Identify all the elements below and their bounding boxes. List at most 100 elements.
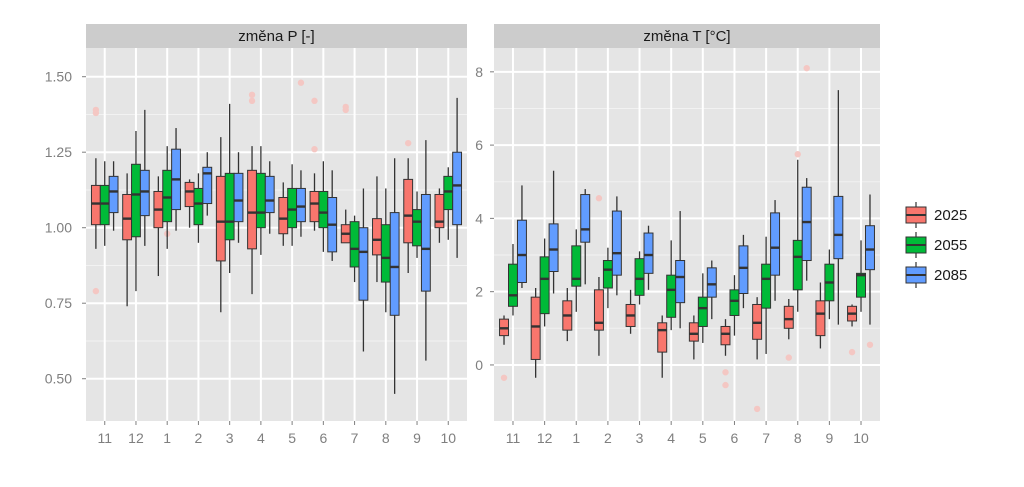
box-2085 xyxy=(389,212,400,316)
x-tick-label: 4 xyxy=(257,430,265,446)
box-2055 xyxy=(729,289,740,316)
box-2055 xyxy=(508,263,518,307)
box-2025 xyxy=(688,322,699,342)
box-2085 xyxy=(452,151,463,226)
box-2055 xyxy=(162,169,173,223)
panel-title: změna P [-] xyxy=(238,28,314,45)
y-tick-label: 0.75 xyxy=(45,295,72,311)
outlier-point xyxy=(753,405,761,413)
box-2055 xyxy=(255,172,266,229)
outlier-point xyxy=(311,145,318,153)
x-tick-label: 7 xyxy=(351,430,359,446)
box-2055 xyxy=(634,258,645,296)
box-2025 xyxy=(184,181,195,208)
x-tick-label: 9 xyxy=(413,430,421,446)
y-tick-label: 8 xyxy=(475,64,483,80)
outlier-point xyxy=(92,287,100,295)
panel-title: změna T [°C] xyxy=(643,28,730,45)
outlier-point xyxy=(785,354,792,361)
y-tick-label: 1.50 xyxy=(45,69,72,85)
box-2055 xyxy=(666,274,677,318)
box-2085 xyxy=(420,193,431,292)
outlier-point xyxy=(794,151,801,158)
box-2055 xyxy=(856,272,866,298)
box-2085 xyxy=(643,232,654,274)
legend: 2025 2055 2085 xyxy=(905,202,967,288)
box-2085 xyxy=(864,225,875,271)
legend-label: 2085 xyxy=(934,267,967,284)
box-2055 xyxy=(792,239,803,291)
x-tick-label: 11 xyxy=(506,430,521,446)
y-tick-label: 1.00 xyxy=(45,220,72,236)
outlier-point xyxy=(722,369,729,376)
x-tick-label: 8 xyxy=(794,430,802,446)
box-2025 xyxy=(657,322,668,353)
box-2055 xyxy=(697,296,708,327)
box-2085 xyxy=(202,166,213,205)
box-2085 xyxy=(108,175,119,214)
box-2055 xyxy=(571,245,582,287)
box-2085 xyxy=(801,186,812,262)
x-axis-ticks: 11 12 1 2 3 4 5 6 7 8 9 10 xyxy=(506,421,869,446)
box-2085 xyxy=(675,260,686,304)
y-axis-ticks: 0 2 4 6 8 xyxy=(475,64,494,373)
outlier-point xyxy=(342,103,349,111)
legend-label: 2055 xyxy=(934,237,967,254)
box-2055 xyxy=(443,175,454,211)
x-tick-label: 8 xyxy=(382,430,390,446)
box-2055 xyxy=(99,184,110,226)
box-2085 xyxy=(611,210,622,276)
x-tick-label: 11 xyxy=(97,430,112,446)
box-2025 xyxy=(530,296,541,360)
outlier-point xyxy=(866,341,874,348)
box-2025 xyxy=(122,193,133,241)
legend-item-2025: 2025 xyxy=(905,202,967,228)
outlier-point xyxy=(848,348,856,356)
x-tick-label: 3 xyxy=(636,430,644,446)
x-tick-label: 5 xyxy=(699,430,707,446)
x-axis-ticks: 11 12 1 2 3 4 5 6 7 8 9 10 xyxy=(97,421,456,446)
box-2025 xyxy=(309,190,320,223)
box-2025 xyxy=(215,175,226,262)
x-tick-label: 6 xyxy=(731,430,739,446)
box-2025 xyxy=(247,169,257,250)
y-tick-label: 4 xyxy=(475,210,483,226)
box-2085 xyxy=(738,245,749,294)
box-2055 xyxy=(761,263,772,309)
box-2055 xyxy=(380,224,391,283)
x-tick-label: 5 xyxy=(288,430,296,446)
box-2085 xyxy=(264,175,275,214)
box-2055 xyxy=(412,209,422,247)
box-2055 xyxy=(539,256,550,315)
box-2085 xyxy=(548,223,559,273)
box-2055 xyxy=(287,187,298,229)
x-tick-label: 4 xyxy=(667,430,675,446)
x-tick-label: 1 xyxy=(572,430,580,446)
box-2025 xyxy=(403,178,414,244)
box-2085 xyxy=(516,219,527,283)
boxplot-marks xyxy=(499,64,875,413)
outlier-point xyxy=(595,195,603,202)
x-tick-label: 9 xyxy=(825,430,833,446)
outlier-point xyxy=(248,91,256,99)
y-axis-ticks: 0.50 0.75 1.00 1.25 1.50 xyxy=(45,69,86,387)
y-tick-label: 2 xyxy=(475,284,483,300)
x-tick-label: 1 xyxy=(163,430,171,446)
legend-item-2085: 2085 xyxy=(905,262,967,288)
outlier-point xyxy=(92,106,100,114)
x-tick-label: 3 xyxy=(226,430,234,446)
box-2025 xyxy=(278,197,289,235)
y-tick-label: 1.25 xyxy=(45,144,72,160)
box-2025 xyxy=(815,300,826,337)
outlier-point xyxy=(803,64,810,72)
box-2055 xyxy=(602,260,613,289)
x-tick-label: 2 xyxy=(604,430,612,446)
box-2085 xyxy=(833,195,844,260)
y-tick-label: 6 xyxy=(475,137,483,153)
box-2055 xyxy=(131,163,141,238)
box-2055 xyxy=(318,190,329,229)
box-2085 xyxy=(770,212,781,276)
panel-strip xyxy=(494,24,880,48)
